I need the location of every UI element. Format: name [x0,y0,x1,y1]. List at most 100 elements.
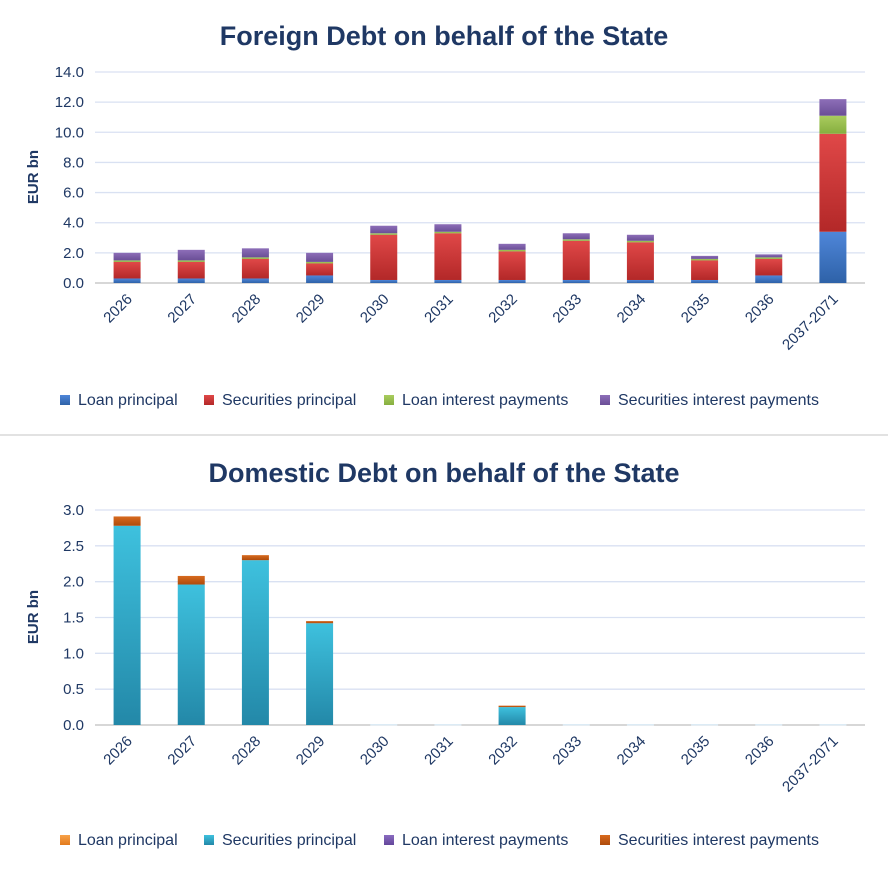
bar-segment [819,231,847,283]
y-tick-label: 4.0 [63,215,84,232]
legend-swatch [384,395,394,405]
x-tick-label: 2035 [678,291,714,327]
bar-empty-marker [819,724,847,726]
bar-segment [241,258,269,279]
bar-segment [498,249,526,252]
x-tick-label: 2029 [293,291,329,327]
bar-segment [306,263,334,276]
legend-swatch [60,395,70,405]
x-tick-label: 2033 [549,733,585,769]
bar-segment [370,279,398,283]
bar-segment [498,279,526,283]
bar-empty-marker [626,724,654,726]
bar-segment [626,242,654,280]
bar-segment [691,258,719,261]
y-tick-label: 0.0 [63,717,84,734]
bar-segment [434,279,462,283]
y-tick-label: 2.5 [63,538,84,555]
bar-segment [755,254,783,258]
bar-segment [113,525,141,725]
bar-segment [819,99,847,116]
x-tick-label: 2027 [164,291,200,327]
y-tick-label: 1.5 [63,610,84,627]
legend-swatch [204,835,214,845]
x-tick-label: 2027 [164,733,200,769]
y-tick-label: 2.0 [63,574,84,591]
x-tick-label: 2037-2071 [779,733,842,796]
legend-label: Securities interest payments [618,392,819,409]
bar-segment [241,560,269,725]
bar-segment [498,251,526,280]
domestic-debt-chart: Domestic Debt on behalf of the State EUR… [25,458,865,849]
bar-segment [113,278,141,283]
legend-swatch [60,835,70,845]
x-tick-label: 2030 [357,733,393,769]
y-tick-label: 3.0 [63,502,84,519]
bar-segment [113,516,141,526]
x-tick-label: 2037-2071 [779,291,842,354]
bar-segment [177,278,205,283]
bar-segment [177,584,205,725]
bar-segment [241,555,269,561]
bar-segment [626,234,654,241]
bar-segment [113,261,141,279]
bar-segment [306,621,334,624]
bar-segment [306,252,334,262]
legend-label: Loan principal [78,832,178,849]
bar-segment [306,275,334,283]
bar-segment [498,707,526,725]
legend-label: Loan interest payments [402,392,568,409]
bar-empty-marker [370,724,398,726]
legend-label: Securities principal [222,832,356,849]
x-tick-label: 2034 [614,733,650,769]
bar-segment [113,252,141,261]
y-tick-label: 0.5 [63,681,84,698]
x-tick-label: 2035 [678,733,714,769]
legend-swatch [600,835,610,845]
legend-label: Loan interest payments [402,832,568,849]
y-tick-label: 2.0 [63,245,84,262]
bar-empty-marker [434,724,462,726]
bar-segment [370,234,398,280]
bar-segment [177,260,205,262]
x-tick-label: 2032 [485,291,521,327]
bar-segment [691,255,719,259]
bar-segment [241,278,269,283]
y-axis-label: EUR bn [25,150,42,204]
y-tick-label: 10.0 [55,124,84,141]
foreign-debt-chart: Foreign Debt on behalf of the State EUR … [25,21,865,409]
y-tick-label: 6.0 [63,185,84,202]
bar-segment [691,279,719,283]
y-tick-label: 0.0 [63,275,84,292]
y-tick-label: 14.0 [55,64,84,81]
bar-segment [819,133,847,232]
bar-segment [241,257,269,259]
bar-segment [755,258,783,276]
y-axis-label: EUR bn [25,590,42,644]
bar-segment [177,261,205,279]
y-tick-label: 8.0 [63,154,84,171]
bar-segment [434,231,462,234]
bar-segment [241,248,269,258]
bar-segment [755,275,783,283]
chart-title: Domestic Debt on behalf of the State [208,458,679,488]
legend-swatch [600,395,610,405]
x-tick-label: 2031 [421,733,457,769]
bar-segment [177,249,205,261]
bar-segment [434,224,462,232]
bar-segment [562,233,590,240]
bar-empty-marker [562,724,590,726]
x-tick-label: 2028 [229,291,265,327]
x-tick-label: 2032 [485,733,521,769]
bar-segment [434,233,462,280]
bar-segment [562,279,590,283]
y-tick-label: 12.0 [55,94,84,111]
bar-segment [370,225,398,234]
bar-segment [306,261,334,264]
bar-segment [755,257,783,259]
legend-label: Loan principal [78,392,178,409]
y-tick-label: 1.0 [63,645,84,662]
x-tick-label: 2029 [293,733,329,769]
